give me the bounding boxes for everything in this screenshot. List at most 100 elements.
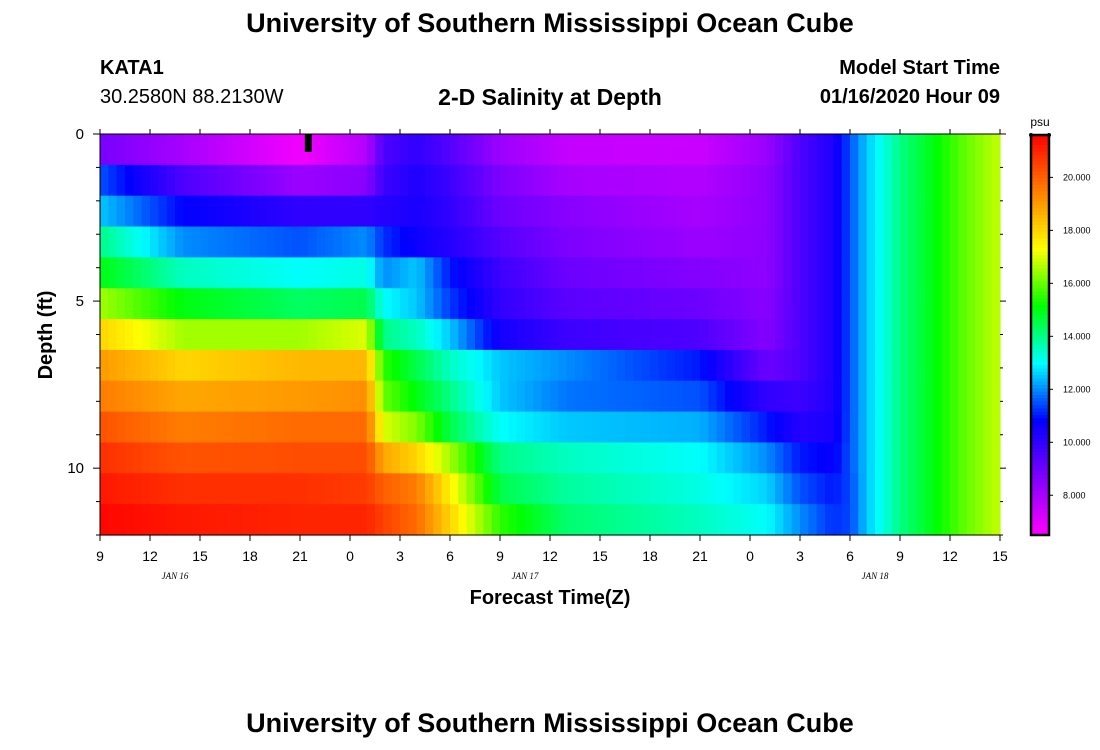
heatmap-cell — [241, 134, 251, 166]
heatmap-cell — [875, 195, 884, 228]
heatmap-cell — [441, 288, 451, 320]
heatmap-cell — [366, 411, 376, 444]
heatmap-cell — [333, 319, 343, 351]
heatmap-cell — [166, 164, 176, 197]
heatmap-cell — [383, 134, 393, 166]
heatmap-cell — [316, 195, 326, 228]
heatmap-cell — [675, 380, 684, 413]
x-tick-label: 9 — [496, 548, 504, 564]
heatmap-cell — [275, 257, 284, 289]
heatmap-cell — [691, 164, 701, 197]
heatmap-cell — [616, 380, 626, 413]
heatmap-cell — [925, 134, 934, 166]
heatmap-cell — [466, 319, 476, 351]
heatmap-cell — [900, 257, 909, 289]
heatmap-cell — [583, 349, 593, 382]
heatmap-cell — [833, 411, 843, 444]
heatmap-cell — [250, 226, 259, 258]
heatmap-cell — [400, 195, 409, 228]
heatmap-cell — [483, 288, 493, 320]
heatmap-cell — [183, 349, 193, 382]
x-tick-label: 18 — [642, 548, 658, 564]
heatmap-cell — [816, 195, 826, 228]
heatmap-cell — [933, 226, 943, 258]
heatmap-cell — [150, 195, 159, 228]
heatmap-cell — [966, 349, 976, 382]
heatmap-cell — [341, 349, 351, 382]
heatmap-cell — [358, 473, 368, 505]
heatmap-cell — [125, 504, 134, 536]
heatmap-cell — [250, 319, 259, 351]
heatmap-cell — [975, 319, 984, 351]
heatmap-cell — [800, 257, 809, 289]
heatmap-cell — [591, 380, 601, 413]
heatmap-cell — [225, 349, 234, 382]
heatmap-cell — [700, 226, 709, 258]
heatmap-cell — [850, 319, 859, 351]
heatmap-cell — [683, 380, 693, 413]
colorbar-segment — [1031, 488, 1049, 493]
colorbar-segment — [1031, 531, 1049, 536]
heatmap-cell — [708, 164, 718, 197]
heatmap-cell — [750, 442, 759, 474]
heatmap-cell — [166, 473, 176, 505]
heatmap-cell — [925, 442, 934, 474]
heatmap-cell — [116, 226, 126, 258]
colorbar-corner — [1047, 133, 1051, 137]
heatmap-cell — [175, 134, 184, 166]
heatmap-cell — [766, 380, 776, 413]
heatmap-cell — [633, 349, 643, 382]
heatmap-cell — [416, 349, 426, 382]
heatmap-cell — [500, 288, 509, 320]
heatmap-cell — [675, 473, 684, 505]
heatmap-cell — [741, 257, 751, 289]
heatmap-cell — [150, 134, 159, 166]
heatmap-cell — [433, 380, 443, 413]
colorbar-segment — [1031, 208, 1049, 213]
heatmap-cell — [391, 473, 401, 505]
heatmap-cell — [808, 504, 818, 536]
heatmap-cell — [300, 380, 309, 413]
heatmap-cell — [108, 195, 118, 228]
heatmap-cell — [641, 504, 651, 536]
heatmap-cell — [141, 349, 151, 382]
colorbar-tick-label: 18.000 — [1063, 225, 1091, 235]
heatmap-cell — [658, 349, 668, 382]
heatmap-cell — [941, 164, 951, 197]
heatmap-cell — [841, 319, 851, 351]
heatmap-cell — [625, 164, 634, 197]
heatmap-cell — [908, 442, 918, 474]
heatmap-cell — [791, 257, 801, 289]
heatmap-cell — [675, 134, 684, 166]
heatmap-cell — [558, 134, 568, 166]
heatmap-cell — [550, 195, 559, 228]
heatmap-cell — [266, 164, 276, 197]
heatmap-cell — [783, 195, 793, 228]
heatmap-cell — [191, 442, 201, 474]
colorbar-segment — [1031, 291, 1049, 296]
heatmap-cell — [500, 195, 509, 228]
heatmap-cell — [158, 319, 168, 351]
heatmap-cell — [950, 411, 959, 444]
colorbar-segment — [1031, 188, 1049, 193]
heatmap-cell — [683, 257, 693, 289]
heatmap-cell — [700, 319, 709, 351]
heatmap-cell — [566, 134, 576, 166]
heatmap-cell — [375, 319, 384, 351]
colorbar-segment — [1031, 411, 1049, 416]
heatmap-cell — [350, 380, 359, 413]
heatmap-cell — [858, 134, 868, 166]
heatmap-cell — [891, 226, 901, 258]
heatmap-cell — [308, 257, 318, 289]
heatmap-cell — [983, 473, 993, 505]
colorbar-segment — [1031, 245, 1049, 249]
heatmap-cell — [158, 164, 168, 197]
heatmap-cell — [958, 288, 968, 320]
heatmap-cell — [875, 226, 884, 258]
heatmap-cell — [416, 257, 426, 289]
heatmap-cell — [691, 257, 701, 289]
heatmap-cell — [125, 442, 134, 474]
heatmap-cell — [716, 442, 726, 474]
heatmap-cell — [558, 195, 568, 228]
